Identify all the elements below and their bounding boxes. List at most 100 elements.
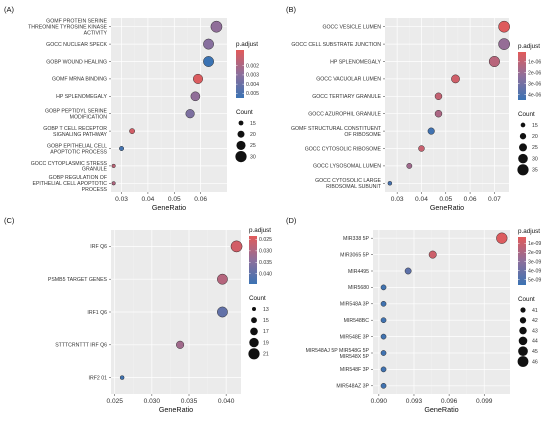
data-point	[119, 375, 125, 380]
size-legend-title: Count	[518, 111, 535, 118]
color-legend-label: 0.025	[259, 237, 272, 243]
term-label: MIR5680	[348, 285, 369, 291]
color-bar	[249, 236, 257, 284]
size-legend-label: 25	[250, 143, 256, 149]
data-point	[380, 300, 387, 307]
x-tick-label: 0.04	[415, 196, 428, 203]
term-label: OF RIBOSOME	[344, 132, 381, 138]
color-legend-label: 1e-06	[528, 60, 541, 66]
size-legend-label: 30	[532, 156, 538, 162]
term-label: IRF2 01	[89, 375, 108, 381]
term-label: MIR548AZ 3P	[336, 384, 369, 390]
color-bar	[518, 52, 526, 100]
color-legend-label: 2e-06	[528, 71, 541, 77]
term-label: EPITHELIAL CELL APOPTOTIC	[33, 181, 108, 187]
data-point	[217, 306, 228, 318]
data-point	[404, 267, 412, 275]
panel-label: (C)	[4, 216, 15, 225]
term-label: MIR548E 3P	[340, 334, 370, 340]
size-legend-dot	[235, 151, 247, 163]
term-label: GOCC LYSOSOMAL LUMEN	[313, 164, 381, 170]
size-legend-dot	[238, 120, 244, 126]
size-legend-dot	[517, 164, 529, 176]
term-label: IRF Q6	[90, 244, 107, 250]
term-label: GOCC VACUOLAR LUMEN	[316, 77, 381, 83]
term-label: GOMF PROTEIN SERINE	[46, 19, 107, 25]
data-point	[210, 20, 223, 33]
size-legend-label: 43	[532, 328, 538, 334]
data-point	[129, 128, 135, 134]
size-legend-dot	[519, 133, 527, 140]
data-point	[418, 145, 425, 152]
term-label: GOCC CYTOPLASMIC STRESS	[31, 161, 108, 167]
color-legend-label: 2e-09	[528, 250, 541, 256]
size-legend-label: 20	[250, 132, 256, 138]
term-label: GOBP WOUND HEALING	[46, 59, 107, 65]
size-legend: Count 15 20 25 30	[235, 109, 256, 163]
data-point	[380, 333, 387, 340]
term-label: MIR548X 5P	[340, 354, 370, 360]
color-legend-label: 4e-06	[528, 92, 541, 98]
panel-label: (A)	[4, 5, 15, 14]
term-label: MIR338 5P	[343, 236, 369, 242]
color-legend-label: 3e-06	[528, 81, 541, 87]
term-label: GOBP PEPTIDYL SERINE	[45, 109, 108, 115]
term-label: MIR4495	[348, 269, 369, 275]
term-label: APOPTOTIC PROCESS	[50, 149, 107, 155]
data-point	[498, 38, 510, 50]
term-label: MIR548A 3P	[340, 302, 370, 308]
color-legend-label: 3e-09	[528, 259, 541, 265]
size-legend-dot	[236, 140, 246, 150]
size-legend: Count 13 15 17 19 21	[248, 295, 269, 360]
x-tick-label: 0.025	[106, 398, 123, 405]
size-legend-dot	[518, 153, 528, 164]
x-axis-title: GeneRatio	[152, 203, 186, 212]
data-point	[428, 250, 437, 259]
x-tick-label: 0.06	[194, 196, 207, 203]
term-label: GOCC CELL SUBSTRATE JUNCTION	[291, 42, 381, 48]
term-label: IRF1 Q6	[87, 310, 107, 316]
term-label: MIR548F 3P	[340, 367, 370, 373]
x-tick-label: 0.093	[406, 398, 423, 405]
size-legend-label: 46	[532, 359, 538, 365]
size-legend-dot	[518, 336, 528, 346]
data-point	[380, 317, 387, 324]
size-legend-dot	[517, 356, 529, 367]
term-label: MIR548AJ 5P MIR548G 5P	[306, 348, 370, 354]
color-legend-label: 4e-09	[528, 268, 541, 274]
color-legend-label: 0.002	[246, 63, 259, 69]
x-axis-title: GeneRatio	[424, 405, 458, 414]
term-label: GOBP T CELL RECEPTOR	[43, 126, 107, 132]
size-legend: Count 15 20 25 30 35	[517, 111, 538, 176]
x-axis-title: GeneRatio	[159, 405, 193, 414]
term-label: HP SPLENOMEGALY	[330, 59, 381, 65]
color-legend-label: 0.003	[246, 73, 259, 79]
size-legend-label: 20	[532, 134, 538, 140]
x-axis-title: GeneRatio	[430, 203, 464, 212]
size-legend-title: Count	[236, 109, 253, 116]
data-point	[230, 240, 243, 253]
color-legend-label: 5e-09	[528, 277, 541, 283]
size-legend-label: 41	[532, 308, 538, 314]
data-point	[203, 38, 214, 50]
color-legend: p.adjust 1e-06 2e-06 3e-06 4e-06	[518, 43, 541, 100]
size-legend-label: 35	[532, 168, 538, 174]
term-label: GOMF STRUCTURAL CONSTITUENT	[291, 126, 382, 132]
color-legend-title: p.adjust	[518, 43, 540, 50]
size-legend-dot	[520, 307, 526, 313]
term-label: GOCC NUCLEAR SPECK	[46, 42, 107, 48]
color-legend-label: 1e-09	[528, 241, 541, 247]
size-legend-label: 13	[263, 307, 269, 313]
term-label: GOBP EPITHELIAL CELL	[47, 143, 107, 149]
size-legend-dot	[519, 326, 527, 335]
data-point	[111, 163, 116, 168]
size-legend-label: 15	[263, 318, 269, 324]
term-label: HP SPLENOMEGALY	[56, 94, 107, 100]
data-point	[119, 146, 124, 151]
term-label: ACTIVITY	[84, 30, 108, 36]
size-legend: Count 41 42 43 44 45 46	[517, 296, 538, 367]
term-label: PROCESS	[82, 187, 108, 193]
chart-panel-4: (D) 0.090 0.093 0.096 0.099 MIR338 5P MIR3065 …	[286, 216, 541, 414]
x-tick-label: 0.090	[371, 398, 388, 405]
